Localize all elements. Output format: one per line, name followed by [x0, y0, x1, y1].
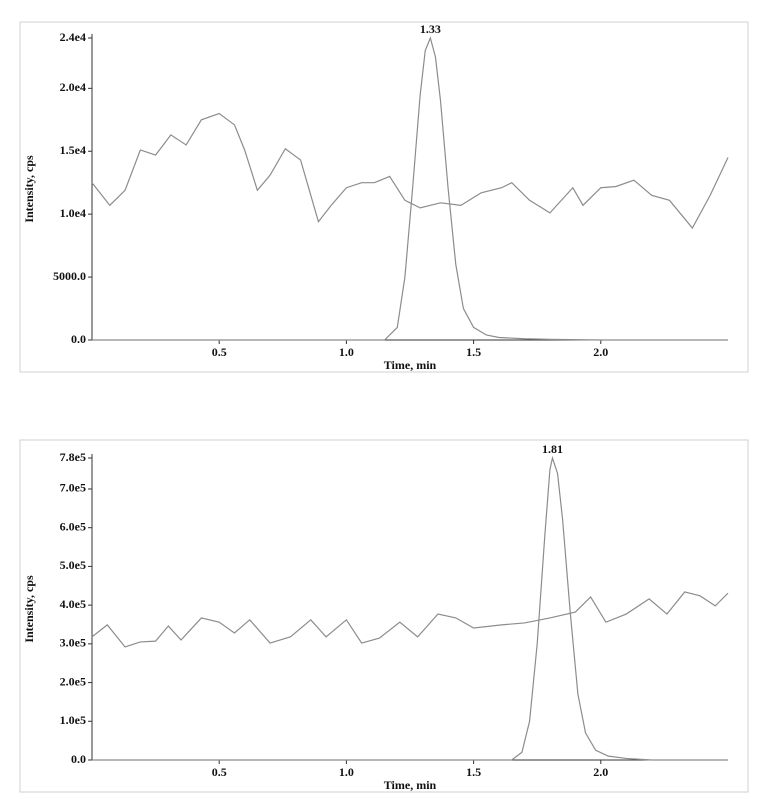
- x-tick-label: 0.5: [212, 345, 227, 359]
- x-tick-label: 2.0: [593, 345, 608, 359]
- y-axis-label: Intensity, cps: [22, 575, 36, 643]
- y-tick-label: 3.0e5: [60, 636, 86, 650]
- x-axis-label: Time, min: [384, 778, 437, 792]
- chart: 0.0 5000.0 1.0e4 1.5e4 2.0e4 2.4e4 0.5 1.0 1.5 2.…: [19, 21, 749, 373]
- trace-line: [91, 591, 729, 648]
- y-tick-label: 7.8e5: [60, 450, 86, 464]
- chart-frame: [19, 439, 749, 793]
- y-tick-label: 0.0: [71, 752, 86, 766]
- x-tick-label: 0.5: [212, 765, 227, 779]
- y-axis-label: Intensity, cps: [22, 155, 36, 223]
- x-tick-label: 2.0: [593, 765, 608, 779]
- trace-line: [92, 36, 728, 341]
- y-tick-label: 2.4e4: [60, 30, 86, 44]
- peak-label: 1.33: [420, 22, 441, 36]
- y-tick-label: 5000.0: [53, 269, 86, 283]
- trace-line: [91, 112, 729, 230]
- y-tick-label: 1.0e4: [60, 206, 86, 220]
- y-tick-label: 7.0e5: [60, 481, 86, 495]
- chart: 0.0 1.0e5 2.0e5 3.0e5 4.0e5 5.0e5 6.0e5 7.0e5 7.…: [19, 439, 749, 793]
- trace-line: [92, 455, 728, 761]
- peak-label: 1.81: [542, 442, 563, 456]
- x-axis-label: Time, min: [384, 358, 437, 372]
- y-tick-label: 6.0e5: [60, 519, 86, 533]
- x-tick-label: 1.0: [339, 345, 354, 359]
- y-tick-label: 0.0: [71, 332, 86, 346]
- y-tick-label: 2.0e5: [60, 674, 86, 688]
- x-tick-label: 1.0: [339, 765, 354, 779]
- chart-frame: [19, 21, 749, 373]
- y-tick-label: 4.0e5: [60, 597, 86, 611]
- y-tick-label: 1.0e5: [60, 713, 86, 727]
- y-tick-label: 2.0e4: [60, 80, 86, 94]
- y-tick-label: 1.5e4: [60, 143, 86, 157]
- x-tick-label: 1.5: [466, 345, 481, 359]
- y-tick-label: 5.0e5: [60, 558, 86, 572]
- x-tick-label: 1.5: [466, 765, 481, 779]
